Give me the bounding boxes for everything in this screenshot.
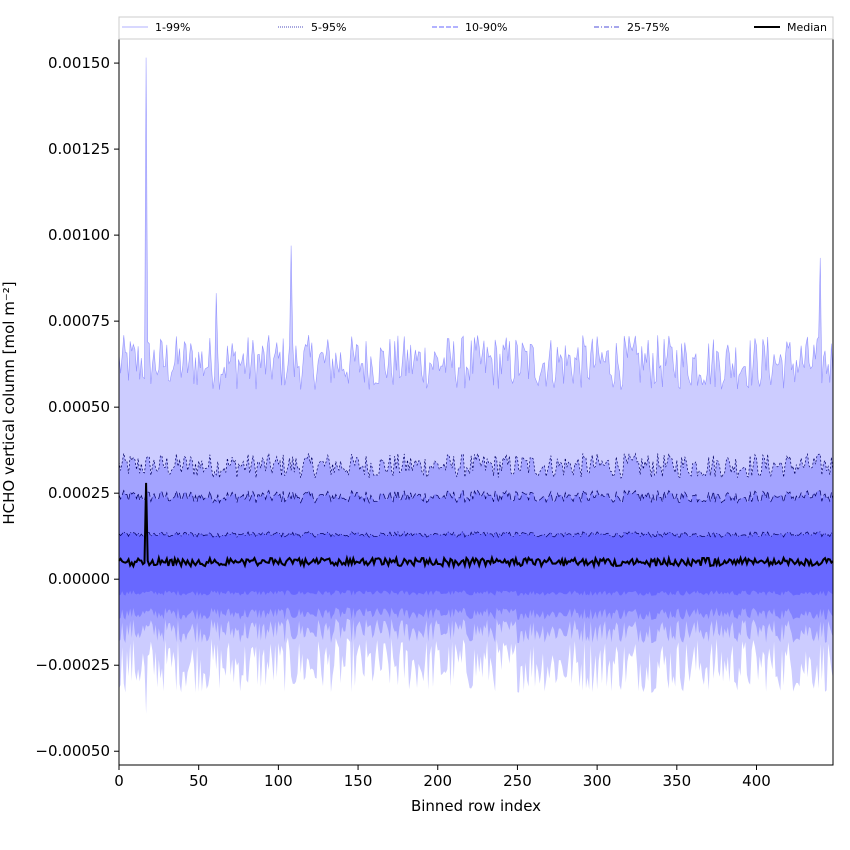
- y-tick-label: 0.00025: [48, 484, 110, 502]
- x-tick-label: 250: [503, 772, 532, 790]
- legend-label: 5-95%: [311, 21, 346, 34]
- band-25-75%: [119, 531, 833, 596]
- x-tick-label: 200: [423, 772, 452, 790]
- x-axis: 0 50 100 150 200 250 300 350 400: [114, 765, 771, 790]
- x-tick-label: 350: [662, 772, 691, 790]
- y-tick-label: 0.00150: [48, 54, 110, 72]
- y-tick-label: 0.00075: [48, 312, 110, 330]
- percentile-bands: [119, 57, 833, 714]
- legend-label: 25-75%: [627, 21, 669, 34]
- x-tick-label: 100: [264, 772, 293, 790]
- x-tick-label: 300: [583, 772, 612, 790]
- median-line: [118, 482, 834, 570]
- legend-box: [118, 16, 834, 40]
- x-axis-label: Binned row index: [411, 797, 541, 815]
- band-1-99%: [119, 57, 833, 714]
- y-tick-label: −0.00025: [35, 656, 110, 674]
- y-tick-label: 0.00125: [48, 140, 110, 158]
- x-tick-label: 150: [344, 772, 373, 790]
- x-tick-label: 0: [114, 772, 124, 790]
- upper-line-25-75%: [118, 530, 834, 538]
- legend-label: Median: [787, 21, 827, 34]
- y-tick-label: −0.00050: [35, 742, 110, 760]
- x-tick-label: 400: [742, 772, 771, 790]
- y-axis-label: HCHO vertical column [mol m⁻²]: [0, 281, 18, 524]
- legend-label: 1-99%: [155, 21, 190, 34]
- legend: 1-99% 5-95% 10-90% 25-75% Median: [118, 16, 834, 40]
- legend-label: 10-90%: [465, 21, 507, 34]
- percentile-lines: [118, 57, 834, 570]
- upper-line-5-95%: [118, 452, 834, 479]
- y-tick-label: 0.00050: [48, 398, 110, 416]
- y-axis: −0.00050 −0.00025 0.00000 0.00025 0.00050 0.0…: [35, 54, 119, 760]
- y-tick-label: 0.00100: [48, 226, 110, 244]
- upper-line-10-90%: [118, 489, 834, 504]
- band-10-90%: [119, 490, 833, 620]
- x-tick-label: 50: [189, 772, 208, 790]
- y-tick-label: 0.00000: [48, 570, 110, 588]
- band-5-95%: [119, 453, 833, 644]
- upper-line-1-99%: [118, 57, 834, 390]
